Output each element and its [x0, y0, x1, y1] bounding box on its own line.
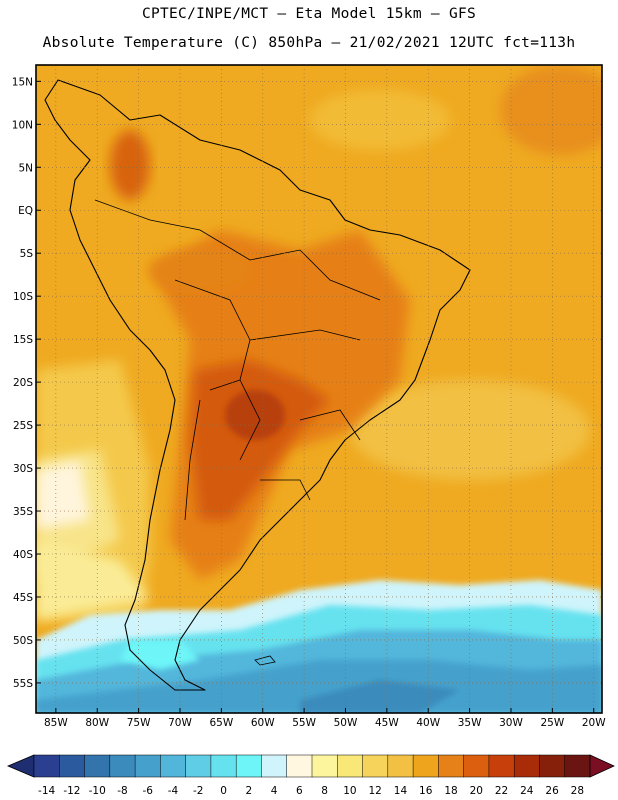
- colorbar-segment: [513, 754, 541, 778]
- colorbar-segment: [311, 754, 338, 778]
- colorbar-underflow-arrow: [6, 754, 35, 778]
- colorbar-label: -4: [168, 785, 179, 797]
- longitude-labels: 85W 80W 75W 70W 65W 60W 55W 50W 45W 40W 35W 30W 25W 2…: [44, 708, 606, 729]
- coastline: [44, 79, 471, 691]
- lat-label: 10N: [12, 119, 33, 131]
- colorbar-label: 6: [296, 785, 303, 797]
- lon-label: 70W: [168, 717, 192, 729]
- colorbar-label: 0: [220, 785, 227, 797]
- colorbar-segment: [235, 754, 263, 778]
- latitude-labels: 15N 10N 5N EQ 5S 10S 15S 20S 25S 30S 35S 40S 45S 50S 5…: [12, 76, 41, 690]
- lon-label: 25W: [540, 717, 564, 729]
- map-title-line1: CPTEC/INPE/MCT – Eta Model 15km – GFS: [141, 6, 477, 22]
- lon-label: 30W: [499, 717, 523, 729]
- colorbar-label: 24: [520, 785, 534, 797]
- lat-label: 50S: [13, 635, 33, 647]
- lon-label: 55W: [292, 717, 316, 729]
- colorbar-segment: [84, 754, 111, 778]
- lat-label: 20S: [13, 377, 33, 389]
- lat-label: 40S: [13, 549, 33, 561]
- graticule: [36, 65, 602, 713]
- temperature-field: [36, 65, 602, 713]
- colorbar-label: -2: [193, 785, 203, 797]
- colorbar-segment: [387, 754, 414, 778]
- colorbar: [6, 754, 615, 778]
- lat-label: 5S: [20, 248, 34, 260]
- colorbar-segment: [337, 754, 364, 778]
- lon-label: 80W: [85, 717, 109, 729]
- colorbar-segment: [463, 754, 490, 778]
- colorbar-label: 4: [271, 785, 278, 797]
- colorbar-segment: [109, 754, 136, 778]
- lat-label: 25S: [13, 420, 33, 432]
- colorbar-label: 20: [470, 785, 483, 797]
- colorbar-label: -12: [63, 785, 80, 797]
- colorbar-label: 22: [495, 785, 508, 797]
- colorbar-label: -8: [117, 785, 127, 797]
- colorbar-label: -14: [38, 785, 55, 797]
- lon-label: 50W: [334, 717, 358, 729]
- colorbar-label: 26: [545, 785, 559, 797]
- colorbar-segment: [488, 754, 515, 778]
- colorbar-label: 8: [321, 785, 328, 797]
- lon-label: 85W: [44, 717, 68, 729]
- colorbar-segment: [33, 754, 60, 778]
- colorbar-label: 18: [444, 785, 457, 797]
- lon-label: 65W: [209, 717, 233, 729]
- colorbar-label: 14: [394, 785, 408, 797]
- lat-label: 10S: [13, 291, 33, 303]
- lat-label: 30S: [13, 463, 33, 475]
- lon-label: 45W: [375, 717, 399, 729]
- colorbar-segment: [185, 754, 212, 778]
- colorbar-label: 10: [343, 785, 356, 797]
- colorbar-label: -10: [89, 785, 106, 797]
- colorbar-segment: [412, 754, 439, 778]
- colorbar-segment: [59, 754, 86, 778]
- lon-label: 40W: [416, 717, 440, 729]
- lon-label: 60W: [251, 717, 275, 729]
- colorbar-segment: [438, 754, 465, 778]
- colorbar-labels: -14 -12 -10 -8 -6 -4 -2 0 2 4 6 8 10 12 14 16 18 20 22 24 26…: [38, 785, 584, 797]
- colorbar-segment: [362, 754, 389, 778]
- colorbar-overflow-arrow: [589, 754, 615, 778]
- lat-label: EQ: [18, 205, 33, 217]
- colorbar-segment: [539, 754, 566, 778]
- lon-label: 75W: [127, 717, 151, 729]
- colorbar-label: 28: [571, 785, 584, 797]
- colorbar-label: 12: [368, 785, 381, 797]
- lon-label: 20W: [582, 717, 606, 729]
- colorbar-segment: [210, 754, 237, 778]
- lon-label: 35W: [458, 717, 482, 729]
- colorbar-label: 2: [245, 785, 252, 797]
- map-title-line2: Absolute Temperature (C) 850hPa – 21/02/…: [42, 35, 576, 51]
- lat-label: 15S: [13, 334, 33, 346]
- lat-label: 5N: [18, 162, 33, 174]
- colorbar-segment: [564, 754, 591, 778]
- colorbar-segment: [134, 754, 161, 778]
- colorbar-label: -6: [142, 785, 153, 797]
- colorbar-segment: [261, 754, 288, 778]
- colorbar-segment: [286, 754, 313, 778]
- map-frame: [35, 64, 603, 714]
- lat-label: 15N: [12, 76, 33, 88]
- lat-label: 35S: [13, 506, 33, 518]
- colorbar-segment: [160, 754, 187, 778]
- lat-label: 55S: [13, 678, 33, 690]
- lat-label: 45S: [13, 592, 33, 604]
- colorbar-label: 16: [419, 785, 433, 797]
